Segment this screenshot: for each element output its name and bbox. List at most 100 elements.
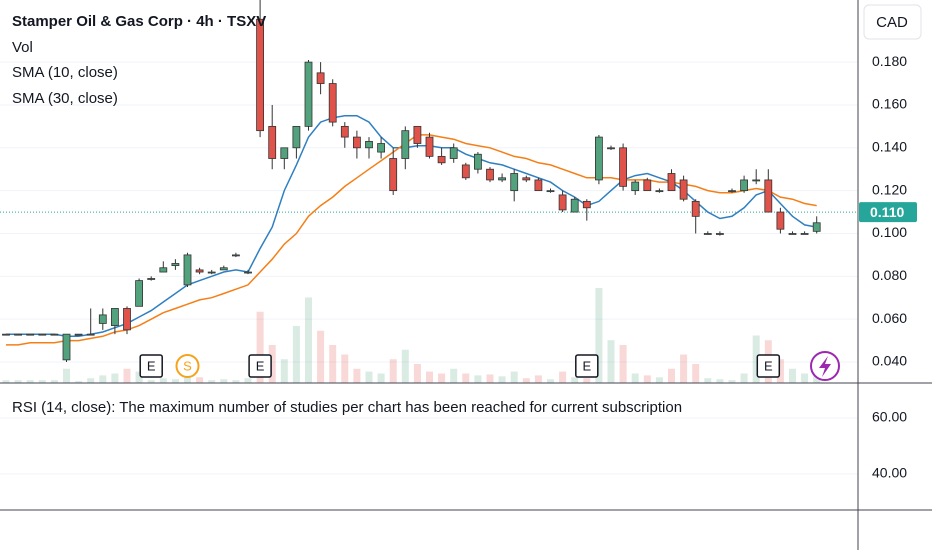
volume-bar bbox=[595, 288, 603, 383]
candle-body bbox=[26, 333, 35, 336]
candle-body bbox=[510, 173, 519, 192]
lightning-icon[interactable] bbox=[810, 351, 840, 381]
last-price-label: 0.110 bbox=[870, 204, 904, 220]
candle-body bbox=[365, 140, 373, 149]
candle-body bbox=[159, 267, 168, 273]
volume-bar bbox=[208, 380, 216, 383]
currency-button[interactable] bbox=[863, 4, 922, 40]
candle-body bbox=[631, 181, 640, 192]
volume-bar bbox=[534, 375, 542, 383]
volume-bar bbox=[377, 373, 385, 383]
volume-bar bbox=[450, 368, 458, 383]
volume-bar bbox=[111, 373, 119, 383]
candle-body bbox=[473, 153, 482, 170]
event-marker[interactable] bbox=[756, 354, 781, 378]
event-label[interactable]: E bbox=[256, 358, 265, 373]
volume-bar bbox=[607, 340, 615, 383]
volume-bar bbox=[75, 381, 83, 383]
price-axis: 0.040 0.060 0.080 0.100 0.120 0.140 0.160 0.180… bbox=[859, 53, 917, 481]
volume-bar bbox=[26, 380, 34, 383]
volume-bar bbox=[510, 371, 518, 383]
candle-body bbox=[449, 147, 458, 159]
volume-bar bbox=[63, 368, 70, 383]
rsi-tick-label: 60.00 bbox=[872, 409, 907, 425]
volume-bar bbox=[196, 377, 204, 383]
candle-body bbox=[38, 333, 47, 336]
volume-bar bbox=[14, 380, 22, 383]
volume-bar bbox=[680, 354, 688, 383]
volume-bar bbox=[38, 380, 46, 383]
candle-body bbox=[740, 179, 748, 192]
candle-body bbox=[522, 177, 531, 181]
currency-label[interactable]: CAD bbox=[876, 14, 908, 31]
volume-bar bbox=[776, 359, 784, 383]
candle-body bbox=[655, 190, 664, 193]
volume-bar bbox=[389, 359, 397, 383]
candle-layer bbox=[2, 0, 821, 363]
candle-body bbox=[219, 267, 228, 271]
y-tick-label: 0.140 bbox=[872, 139, 907, 155]
volume-bar bbox=[365, 371, 373, 383]
candle-body bbox=[425, 136, 434, 157]
candle-body bbox=[461, 164, 470, 179]
candle-body bbox=[752, 179, 761, 182]
volume-bar bbox=[341, 354, 349, 383]
rsi-message: RSI (14, close): The maximum number of s… bbox=[12, 399, 682, 416]
volume-bar bbox=[728, 380, 736, 383]
candle-body bbox=[788, 233, 797, 235]
event-marker[interactable] bbox=[175, 354, 200, 378]
candle-body bbox=[679, 179, 688, 200]
volume-bar bbox=[498, 376, 506, 383]
candle-body bbox=[607, 147, 615, 150]
volume-bar bbox=[716, 379, 724, 383]
last-price-tag bbox=[859, 202, 917, 223]
event-label[interactable]: E bbox=[764, 358, 773, 373]
event-label[interactable]: E bbox=[582, 358, 591, 373]
volume-bar bbox=[583, 378, 591, 383]
candle-body bbox=[812, 222, 821, 232]
event-label[interactable]: E bbox=[147, 358, 156, 373]
legend-entry: SMA (10, close) bbox=[12, 64, 118, 81]
volume-bar bbox=[2, 380, 10, 383]
lightning-bolt[interactable] bbox=[819, 356, 831, 377]
y-tick-label: 0.040 bbox=[872, 353, 907, 369]
candle-body bbox=[111, 308, 119, 326]
chart-title: Stamper Oil & Gas Corp · 4h · TSXV bbox=[12, 13, 266, 30]
volume-bar bbox=[426, 371, 433, 383]
volume-bar bbox=[401, 349, 409, 383]
event-marker[interactable] bbox=[248, 354, 272, 378]
candle-body bbox=[14, 333, 23, 336]
y-tick-label: 0.080 bbox=[872, 267, 907, 283]
volume-bar bbox=[692, 364, 700, 383]
candle-body bbox=[619, 147, 627, 187]
volume-bar bbox=[462, 373, 470, 383]
volume-bar bbox=[135, 371, 143, 383]
volume-bar bbox=[801, 373, 809, 383]
volume-bar bbox=[752, 335, 760, 383]
volume-bar bbox=[317, 330, 325, 383]
candle-body bbox=[62, 333, 71, 361]
volume-bar bbox=[123, 368, 131, 383]
candle-body bbox=[716, 233, 724, 235]
candle-body bbox=[691, 200, 700, 217]
candle-body bbox=[135, 280, 144, 307]
y-tick-label: 0.100 bbox=[872, 224, 907, 240]
candle-body bbox=[486, 168, 494, 181]
candle-body bbox=[582, 200, 591, 209]
candle-body bbox=[437, 155, 446, 164]
candle-body bbox=[389, 158, 398, 192]
candle-body bbox=[50, 333, 59, 336]
volume-layer bbox=[2, 288, 821, 383]
legend-entry: Vol bbox=[12, 39, 33, 56]
volume-bar bbox=[220, 379, 228, 383]
event-marker[interactable] bbox=[139, 354, 163, 378]
event-marker[interactable] bbox=[575, 354, 599, 378]
volume-bar bbox=[280, 359, 288, 383]
candle-body bbox=[304, 61, 313, 127]
volume-bar bbox=[655, 377, 663, 383]
volume-bar bbox=[305, 297, 312, 383]
event-label[interactable]: S bbox=[183, 358, 192, 373]
candle-body bbox=[728, 190, 736, 193]
